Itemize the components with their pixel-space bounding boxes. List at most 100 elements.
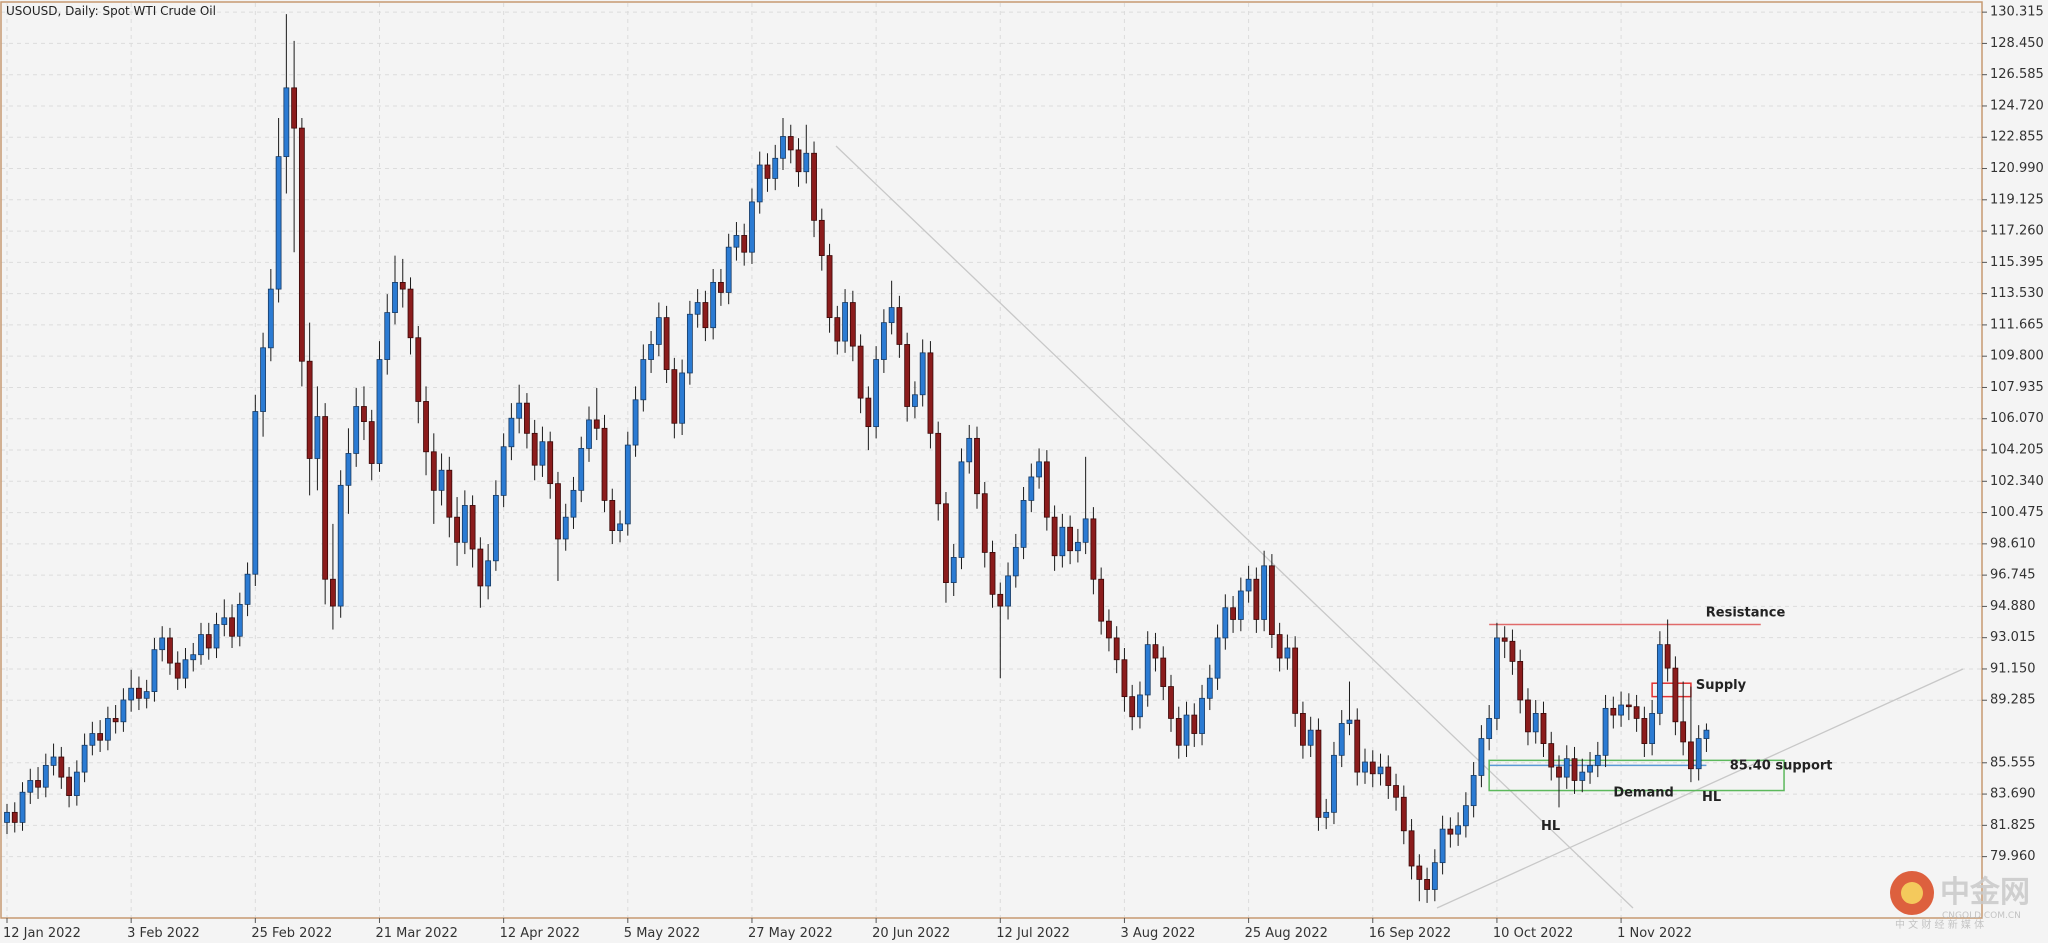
y-tick-label: 79.960	[1990, 849, 2036, 864]
candle-body	[4, 811, 10, 823]
candle-body	[1424, 879, 1430, 890]
candle-body	[1067, 526, 1074, 552]
annotation: HL	[1541, 819, 1560, 834]
candle-body	[1175, 718, 1182, 746]
candle-body	[353, 406, 360, 454]
candle-body	[27, 780, 34, 793]
candle-body	[1144, 644, 1151, 696]
candle-body	[1439, 828, 1446, 864]
candle-body	[1323, 811, 1330, 818]
candle-body	[741, 235, 748, 253]
y-tick-label: 119.125	[1990, 192, 2044, 207]
y-tick-label: 115.395	[1990, 255, 2044, 270]
candle-body	[252, 411, 259, 575]
candle-body	[1455, 825, 1462, 835]
candle-body	[1307, 729, 1314, 746]
candle-body	[500, 446, 507, 496]
candle-body	[1563, 758, 1570, 778]
candle-body	[880, 322, 887, 360]
candle-body	[888, 307, 895, 324]
candle-body	[702, 302, 709, 329]
candle-body	[58, 756, 65, 778]
candle-body	[865, 397, 872, 428]
candle-body	[73, 771, 80, 796]
candle-body	[35, 780, 41, 788]
candle-body	[267, 288, 274, 349]
candle-body	[904, 344, 911, 407]
candle-body	[306, 360, 313, 459]
candle-body	[81, 744, 88, 773]
y-tick-label: 91.150	[1990, 661, 2036, 676]
candle-body	[50, 756, 57, 766]
candle-body	[1121, 659, 1128, 698]
candle-body	[112, 718, 119, 723]
candle-body	[213, 624, 220, 649]
candle-body	[376, 359, 383, 464]
candle-body	[1703, 729, 1710, 739]
candle-body	[136, 687, 142, 699]
watermark-slogan: 中 文 财 经 新 媒 体	[1895, 918, 1984, 931]
candle-body	[1020, 500, 1027, 548]
candle-body	[912, 394, 918, 407]
candle-body	[772, 157, 779, 179]
candle-body	[686, 313, 693, 374]
candle-body	[1494, 637, 1500, 719]
candle-body	[803, 152, 810, 173]
candle-body	[943, 503, 949, 583]
watermark-name: 中金网	[1940, 875, 2030, 910]
candle-body	[1338, 723, 1345, 756]
candle-body	[919, 352, 926, 396]
candle-body	[601, 427, 608, 501]
y-tick-label: 107.935	[1990, 380, 2044, 395]
candle-body	[655, 317, 662, 345]
candle-body	[1346, 719, 1353, 724]
candle-body	[485, 560, 492, 587]
candle-body	[1517, 661, 1524, 701]
candle-body	[1199, 697, 1205, 734]
candle-body	[1649, 712, 1656, 744]
candle-body	[1292, 647, 1299, 714]
zone	[1488, 759, 1785, 792]
candle-body	[454, 516, 460, 543]
candle-body	[718, 281, 724, 293]
candle-body	[229, 617, 235, 637]
candle-body	[1300, 712, 1306, 746]
candle-body	[974, 437, 980, 495]
candle-body	[66, 776, 72, 796]
candle-body	[1594, 754, 1601, 766]
y-tick-label: 120.990	[1990, 161, 2044, 176]
candle-body	[384, 312, 391, 360]
plot-frame	[0, 1, 1983, 919]
candle-body	[764, 164, 771, 179]
candle-body	[392, 281, 398, 313]
candle-body	[1090, 518, 1097, 580]
candle-body	[399, 281, 406, 290]
candle-body	[120, 699, 127, 723]
zone-label: Demand	[1613, 786, 1674, 801]
candle-body	[671, 369, 678, 424]
candle-body	[1579, 771, 1586, 781]
candle-body	[1377, 766, 1384, 775]
candle-body	[1191, 714, 1198, 734]
candle-body	[1074, 541, 1081, 552]
x-tick-label: 20 Jun 2022	[872, 926, 950, 941]
candle-body	[182, 659, 189, 679]
candle-body	[236, 603, 243, 637]
candle-body	[640, 359, 647, 401]
candle-body	[617, 523, 623, 532]
candle-body	[733, 235, 740, 248]
candle-body	[1408, 830, 1415, 867]
candle-body	[849, 302, 856, 347]
candle-body	[1602, 707, 1609, 756]
candle-body	[1268, 565, 1275, 635]
candle-body	[1152, 644, 1159, 659]
candle-body	[539, 441, 546, 466]
candle-body	[663, 317, 670, 371]
candle-body	[710, 281, 717, 329]
y-tick-label: 89.285	[1990, 693, 2036, 708]
candle-body	[221, 617, 228, 625]
candle-body	[1043, 461, 1050, 518]
candle-body	[1672, 667, 1679, 723]
candle-body	[361, 406, 367, 422]
